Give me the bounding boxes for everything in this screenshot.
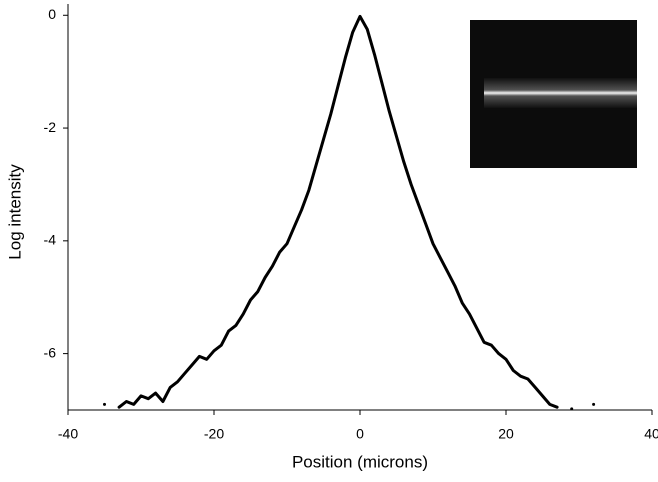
x-tick-label: -40 (58, 426, 78, 442)
y-tick-label: 0 (48, 6, 56, 22)
x-tick-label: -20 (204, 426, 224, 442)
inset-image (470, 20, 637, 168)
x-tick-label: 0 (356, 426, 364, 442)
y-tick-label: -6 (44, 344, 57, 360)
x-tick-label: 20 (498, 426, 514, 442)
y-axis-title: Log intensity (5, 164, 24, 260)
y-tick-label: -2 (44, 119, 57, 135)
data-line (103, 14, 596, 411)
x-axis-title: Position (microns) (292, 452, 428, 471)
y-tick-label: -4 (44, 232, 57, 248)
x-tick-label: 40 (644, 426, 658, 442)
